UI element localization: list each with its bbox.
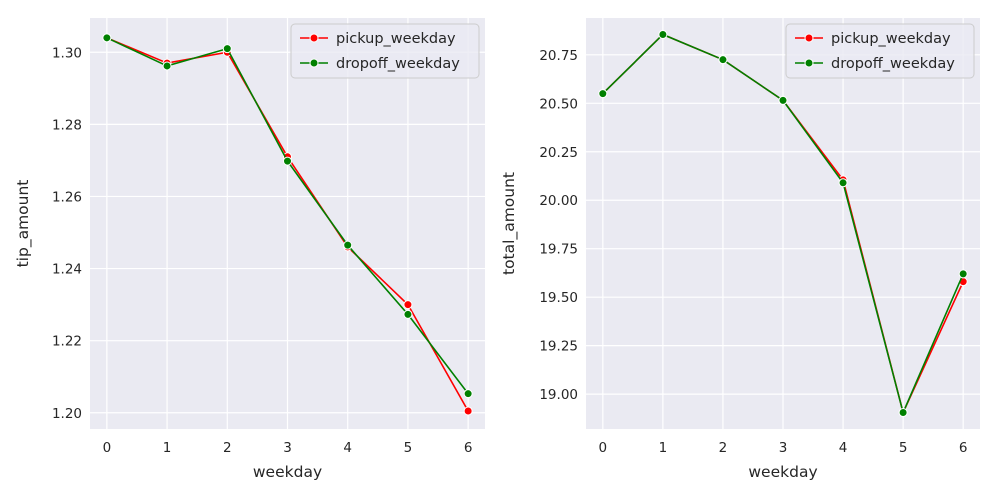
x-tick-label: 4 (839, 440, 848, 456)
y-tick-label: 1.24 (52, 262, 82, 278)
y-tick-label: 19.00 (539, 387, 578, 403)
data-point-dropoff_weekday (718, 55, 728, 65)
data-point-dropoff_weekday (658, 29, 668, 39)
y-tick-label: 20.00 (539, 193, 578, 209)
data-point-dropoff_weekday (838, 178, 848, 188)
x-axis-label: weekday (748, 463, 817, 481)
x-tick-label: 6 (959, 440, 968, 456)
x-tick-label: 6 (464, 440, 473, 456)
data-point-dropoff_weekday (102, 33, 112, 43)
data-point-dropoff_weekday (898, 408, 908, 418)
x-tick-label: 2 (719, 440, 728, 456)
x-tick-label: 0 (103, 440, 112, 456)
y-axis-label: total_amount (500, 172, 519, 275)
y-tick-label: 20.75 (539, 48, 578, 64)
legend-marker (309, 58, 319, 68)
x-tick-label: 1 (659, 440, 668, 456)
legend (290, 23, 480, 79)
data-point-dropoff_weekday (343, 240, 353, 250)
x-tick-label: 2 (223, 440, 232, 456)
data-point-dropoff_weekday (283, 156, 292, 166)
legend (785, 23, 975, 79)
x-axis-label: weekday (253, 463, 322, 481)
y-tick-label: 19.75 (539, 242, 578, 258)
y-axis-label: tip_amount (14, 180, 33, 268)
data-point-dropoff_weekday (598, 89, 608, 99)
x-tick-label: 5 (899, 440, 908, 456)
y-tick-label: 1.30 (52, 45, 82, 61)
x-tick-label: 3 (779, 440, 788, 456)
y-tick-label: 1.28 (52, 117, 82, 133)
legend-marker (309, 33, 319, 43)
data-point-dropoff_weekday (463, 389, 473, 399)
y-tick-label: 1.22 (52, 334, 82, 350)
legend-entry-label: pickup_weekday (336, 31, 456, 47)
legend-entry-label: dropoff_weekday (831, 56, 955, 72)
data-point-dropoff_weekday (958, 269, 968, 279)
data-point-pickup_weekday (403, 300, 413, 310)
chart-panel-1: 19.00 19.25 19.50 19.75 20.00 20.25 20.50 20.75… (500, 18, 980, 481)
y-tick-label: 20.50 (539, 96, 578, 112)
data-point-pickup_weekday (463, 406, 473, 416)
x-tick-label: 4 (343, 440, 352, 456)
y-tick-label: 1.20 (52, 406, 82, 422)
y-tick-label: 20.25 (539, 145, 578, 161)
data-point-dropoff_weekday (778, 95, 788, 105)
x-tick-label: 3 (283, 440, 292, 456)
legend-entry-label: pickup_weekday (831, 31, 951, 47)
legend-entry-label: dropoff_weekday (336, 56, 460, 72)
data-point-dropoff_weekday (403, 309, 413, 319)
y-tick-label: 19.50 (539, 290, 578, 306)
x-tick-label: 5 (404, 440, 413, 456)
y-tick-label: 1.26 (52, 189, 82, 205)
y-tick-label: 19.25 (539, 339, 578, 355)
data-point-dropoff_weekday (162, 61, 172, 71)
legend-marker (804, 33, 814, 43)
x-tick-label: 0 (599, 440, 608, 456)
chart-panel-0: 1.20 1.22 1.24 1.26 1.28 1.30 0 1 2 3 4 5 6 weekday ti… (14, 18, 485, 481)
x-tick-label: 1 (163, 440, 172, 456)
legend-marker (804, 58, 814, 68)
data-point-dropoff_weekday (222, 44, 232, 54)
